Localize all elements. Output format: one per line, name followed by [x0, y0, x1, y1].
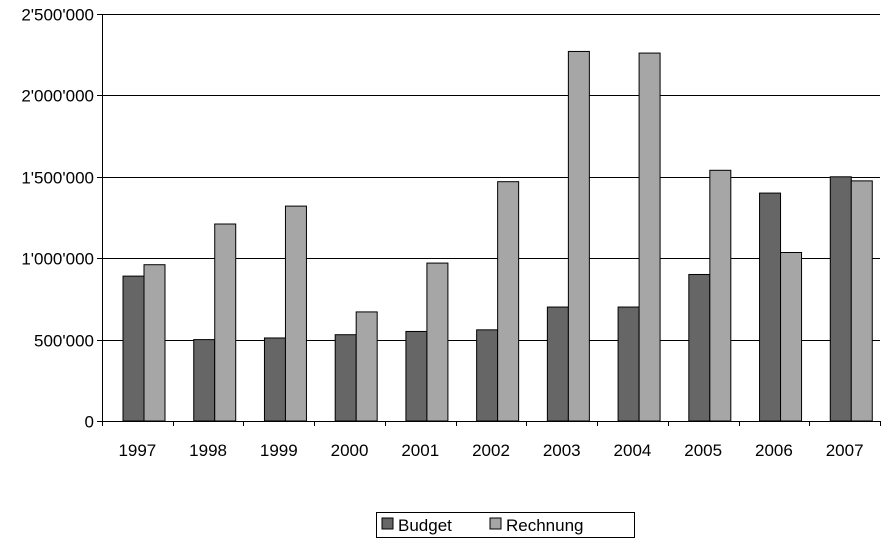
bar-rechnung [284, 205, 307, 422]
bar-budget [546, 306, 569, 422]
y-tick-label: 0 [85, 413, 94, 432]
bar-budget [688, 273, 711, 422]
x-tick-label: 2000 [331, 441, 369, 460]
legend-box [376, 512, 635, 538]
x-tick-label: 1999 [260, 441, 298, 460]
x-tick-label: 2001 [401, 441, 439, 460]
y-tick-label: 2'000'000 [21, 87, 94, 106]
x-tick-label: 2007 [826, 441, 864, 460]
bar-rechnung [850, 180, 873, 422]
bar-rechnung [567, 50, 590, 422]
y-tick-label: 2'500'000 [21, 6, 94, 25]
bar-rechnung [780, 252, 803, 422]
bar-budget [759, 192, 782, 422]
axes [97, 14, 881, 426]
y-tick-label: 1'500'000 [21, 169, 94, 188]
x-tick-label: 2003 [543, 441, 581, 460]
x-tick-label: 1998 [189, 441, 227, 460]
bar-rechnung [497, 181, 520, 422]
legend-item-budget-label: Budget [398, 516, 452, 535]
x-tick-label: 1997 [118, 441, 156, 460]
x-tick-label: 2006 [755, 441, 793, 460]
y-tick-label: 1'000'000 [21, 250, 94, 269]
legend-item-budget-swatch [381, 517, 394, 530]
x-tick-label: 2002 [472, 441, 510, 460]
bar-budget [829, 176, 852, 422]
bar-budget [193, 339, 216, 422]
bar-budget [476, 329, 499, 422]
bar-rechnung [143, 264, 166, 422]
bar-budget [405, 330, 428, 422]
axis-labels: 0 500'000 1'000'000 1'500'000 2'000'000 2'500… [21, 6, 863, 461]
bar-budget [334, 334, 357, 422]
bar-rechnung [355, 311, 378, 422]
x-tick-label: 2005 [684, 441, 722, 460]
legend-item-rechnung-label: Rechnung [506, 516, 584, 535]
bar-budget [122, 275, 145, 422]
legend: Budget Rechnung [376, 512, 635, 538]
legend-item-rechnung-swatch [489, 517, 502, 530]
bar-rechnung [214, 223, 237, 422]
y-tick-label: 500'000 [34, 332, 94, 351]
x-tick-label: 2004 [614, 441, 652, 460]
bar-rechnung [709, 169, 732, 422]
bar-budget [617, 306, 640, 422]
bar-rechnung [426, 262, 449, 422]
bar-budget [263, 337, 286, 422]
bars [122, 50, 873, 422]
bar-rechnung [638, 52, 661, 422]
